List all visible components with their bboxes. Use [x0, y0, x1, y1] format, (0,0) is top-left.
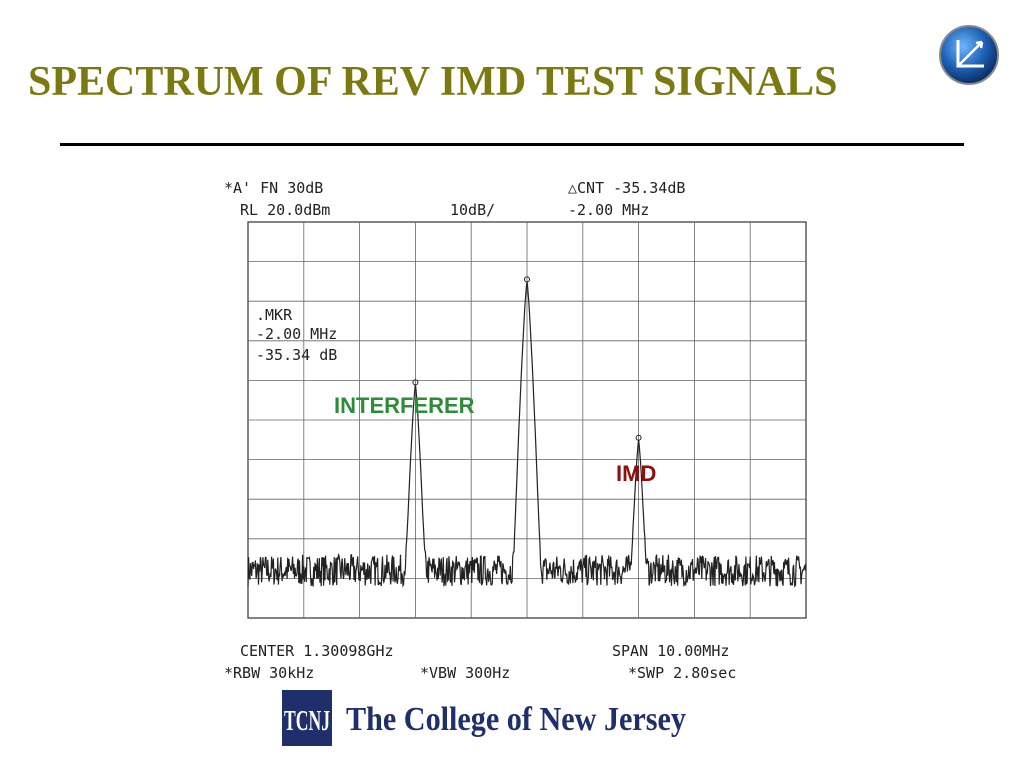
marker-level: -35.34 dB — [256, 346, 337, 364]
header-line1-left: *A' FN 30dB — [224, 179, 323, 197]
imd-label: IMD — [616, 461, 656, 486]
college-name: The College of New Jersey — [346, 701, 686, 738]
peak-marker — [412, 379, 419, 386]
monogram-icon — [282, 690, 332, 746]
college-logo: TCNJ The College of New Jersey — [282, 690, 686, 746]
title-divider — [60, 143, 964, 146]
interferer-label: INTERFERER — [334, 393, 475, 418]
header-line1-right: △CNT -35.34dB — [568, 179, 685, 197]
page-title: SPECTRUM OF REV IMD TEST SIGNALS — [28, 59, 838, 105]
corner-logo-icon — [939, 25, 999, 85]
footer-center: CENTER 1.30098GHz — [240, 642, 394, 660]
footer-rbw: *RBW 30kHz — [224, 664, 314, 682]
footer-vbw: *VBW 300Hz — [420, 664, 510, 682]
peak-marker — [635, 434, 642, 441]
header-line2-right: -2.00 MHz — [568, 201, 649, 219]
marker-label: .MKR — [256, 306, 293, 324]
footer-swp: *SWP 2.80sec — [628, 664, 736, 682]
header-line2-mid: 10dB/ — [450, 201, 495, 219]
header-line2-left: RL 20.0dBm — [240, 201, 330, 219]
college-monogram: TCNJ — [284, 706, 330, 737]
marker-frequency: -2.00 MHz — [256, 325, 337, 343]
footer-span: SPAN 10.00MHz — [612, 642, 729, 660]
peak-marker — [524, 276, 530, 283]
